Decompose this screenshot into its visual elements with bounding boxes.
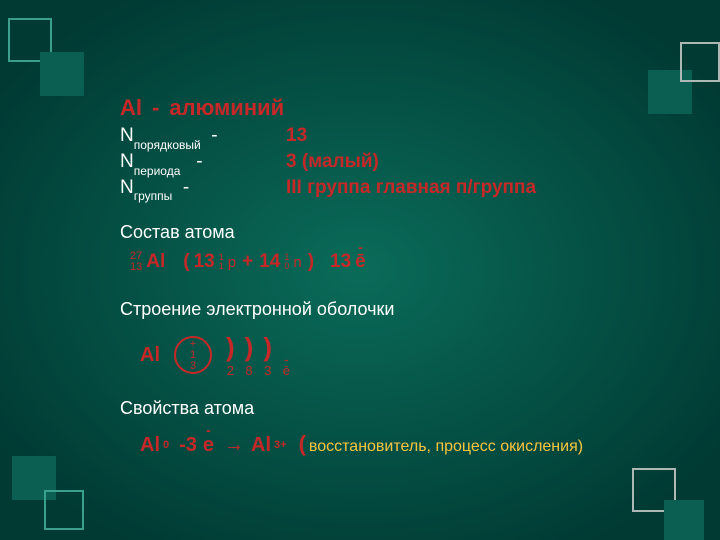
dash-3: - (183, 177, 189, 198)
val-period: 3 (малый) (286, 151, 379, 173)
n-sub: 0 (284, 262, 289, 271)
sub-period: периода (134, 164, 181, 178)
val-ordinal: 13 (286, 125, 307, 147)
redox-al2: Al (251, 434, 271, 457)
redox-e: e (203, 434, 214, 457)
redox-sup0: 0 (163, 439, 169, 451)
redox-minus3: -3 (179, 434, 197, 457)
redox-al1: Al (140, 434, 160, 457)
redox-text: восстановитель, процесс окисления) (309, 438, 583, 456)
p-sym: p (228, 254, 236, 271)
shell-parens: ) 2 ) 8 ) 3 ) ē (226, 332, 291, 378)
paren-1: ) (226, 332, 235, 363)
atomic-number: 13 (130, 262, 142, 273)
redox-arrow: → (224, 434, 244, 457)
n-superscripts: 1 0 (284, 253, 289, 271)
comp-open: ( (183, 251, 189, 273)
label-N-1: N (120, 125, 134, 146)
label-N-3: N (120, 177, 134, 198)
prop-ordinal: Nпорядковый - 13 (120, 125, 680, 149)
dash-1: - (211, 125, 217, 146)
comp-close: ) (308, 251, 314, 273)
redox-open: ( (299, 431, 306, 457)
n-sym: n (293, 254, 301, 271)
prop-period: Nпериода - 3 (малый) (120, 151, 680, 175)
title-line: Al - алюминий (120, 95, 680, 121)
redox-sup3p: 3+ (274, 439, 287, 451)
shell-symbol: Al (140, 344, 160, 367)
decor-square (680, 42, 720, 82)
redox-header: Свойства атома (120, 398, 680, 419)
decor-square (664, 500, 704, 540)
e-count: 13 (330, 251, 351, 273)
dash-2: - (196, 151, 202, 172)
properties-block: Nпорядковый - 13 Nпериода - 3 (малый) Nг… (120, 125, 680, 200)
comp-symbol: Al (146, 251, 165, 273)
prop-group: Nгруппы - III группа главная п/группа (120, 177, 680, 201)
decor-square (40, 52, 84, 96)
shell-l2: 8 (245, 363, 252, 378)
shell-e: ē (283, 363, 290, 378)
p-sub: 1 (219, 262, 224, 271)
nucleus-3: 3 (190, 361, 196, 372)
redox-line: Al 0 -3 e → Al 3+ ( восстановитель, проц… (140, 431, 680, 457)
shell-l1: 2 (227, 363, 234, 378)
mass-z-stack: 27 13 (130, 251, 142, 273)
title-symbol: Al (120, 95, 142, 121)
sub-ordinal: порядковый (134, 138, 201, 152)
nucleus-circle: + 1 3 (174, 336, 212, 374)
paren-3: ) (263, 332, 272, 363)
p-superscripts: 1 1 (219, 253, 224, 271)
label-N-2: N (120, 151, 134, 172)
composition-line: 27 13 Al ( 13 1 1 p + 14 1 0 n ) 13 ē (130, 251, 680, 273)
comp-pn: 13 (194, 251, 215, 273)
e-sym: ē (355, 251, 366, 273)
shell-line: Al + 1 3 ) 2 ) 8 ) 3 (140, 332, 680, 378)
decor-square (44, 490, 84, 530)
sub-group: группы (134, 189, 173, 203)
val-group: III группа главная п/группа (286, 177, 536, 199)
slide-root: Al - алюминий Nпорядковый - 13 Nпериода … (0, 0, 720, 540)
shell-l3: 3 (264, 363, 271, 378)
shell-header: Строение электронной оболочки (120, 299, 680, 320)
comp-nn: 14 (259, 251, 280, 273)
title-name: алюминий (169, 95, 284, 121)
content-region: Al - алюминий Nпорядковый - 13 Nпериода … (120, 95, 680, 457)
paren-2: ) (245, 332, 254, 363)
comp-plus: + (242, 251, 253, 273)
composition-header: Состав атома (120, 222, 680, 243)
title-dash: - (152, 95, 159, 121)
